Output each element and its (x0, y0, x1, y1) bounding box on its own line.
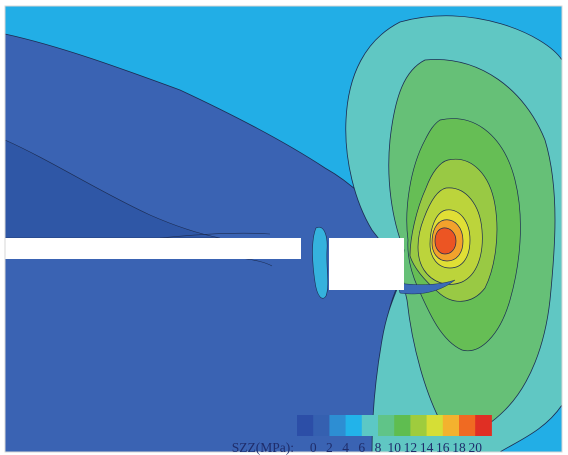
contour-island-teal (312, 226, 329, 299)
colorbar: SZZ(MPa): 0 2 4 6 8 10 12 14 16 18 20 (232, 415, 492, 455)
colorbar-title: SZZ(MPa): (232, 440, 294, 455)
colorbar-swatch (426, 415, 444, 436)
colorbar-swatch (329, 415, 347, 436)
colorbar-tick-label: 12 (404, 440, 418, 455)
geometry-cutouts (4, 5, 563, 453)
colorbar-tick-label: 2 (326, 440, 333, 455)
colorbar-swatch (475, 415, 492, 436)
colorbar-tick-label: 4 (342, 440, 349, 455)
colorbar-tick-label: 6 (358, 440, 365, 455)
colorbar-tick-label: 18 (452, 440, 466, 455)
colorbar-swatch (459, 415, 476, 436)
colorbar-tick-label: 0 (310, 440, 317, 455)
plot-border (4, 5, 563, 453)
colorbar-tick-label: 20 (468, 440, 482, 455)
contour-band-red (434, 227, 457, 255)
colorbar-swatch (345, 415, 363, 436)
horizontal-bar-cutout (5, 238, 301, 259)
colorbar-tick-label: 14 (420, 440, 434, 455)
contour-field (4, 6, 563, 453)
colorbar-swatch (297, 415, 314, 436)
colorbar-swatch (442, 415, 460, 436)
colorbar-swatch (410, 415, 428, 436)
square-block-cutout (329, 238, 404, 290)
colorbar-swatch (313, 415, 330, 436)
colorbar-tick-label: 8 (375, 440, 382, 455)
colorbar-tick-label: 16 (436, 440, 450, 455)
colorbar-tick-label: 10 (387, 440, 401, 455)
contour-crack-line (159, 232, 271, 239)
colorbar-swatch (361, 415, 379, 436)
contour-band-dark-blue (4, 139, 221, 239)
colorbar-swatch (378, 415, 395, 436)
colorbar-swatch (394, 415, 411, 436)
contour-band-tip-sliver (396, 279, 456, 295)
